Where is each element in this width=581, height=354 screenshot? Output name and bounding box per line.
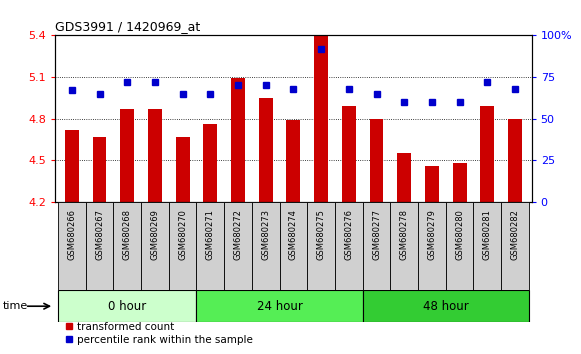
Bar bbox=[231, 78, 245, 202]
Bar bbox=[168, 202, 196, 290]
Text: GSM680266: GSM680266 bbox=[67, 209, 76, 260]
Bar bbox=[307, 202, 335, 290]
Bar bbox=[480, 106, 494, 202]
Bar bbox=[58, 202, 85, 290]
Bar bbox=[85, 202, 113, 290]
Bar bbox=[446, 202, 474, 290]
Bar bbox=[390, 202, 418, 290]
Bar bbox=[196, 290, 363, 322]
Text: GSM680279: GSM680279 bbox=[428, 209, 436, 260]
Bar bbox=[175, 137, 189, 202]
Text: 24 hour: 24 hour bbox=[257, 300, 303, 313]
Text: GSM680267: GSM680267 bbox=[95, 209, 104, 260]
Legend: transformed count, percentile rank within the sample: transformed count, percentile rank withi… bbox=[60, 317, 257, 349]
Text: GSM680269: GSM680269 bbox=[150, 209, 159, 260]
Bar bbox=[203, 124, 217, 202]
Bar bbox=[508, 119, 522, 202]
Text: GSM680281: GSM680281 bbox=[483, 209, 492, 260]
Bar bbox=[252, 202, 279, 290]
Text: GSM680273: GSM680273 bbox=[261, 209, 270, 260]
Bar bbox=[425, 166, 439, 202]
Bar bbox=[113, 202, 141, 290]
Text: GSM680276: GSM680276 bbox=[345, 209, 353, 260]
Text: time: time bbox=[3, 301, 28, 311]
Bar bbox=[335, 202, 363, 290]
Text: GDS3991 / 1420969_at: GDS3991 / 1420969_at bbox=[55, 20, 200, 33]
Bar bbox=[501, 202, 529, 290]
Bar bbox=[279, 202, 307, 290]
Text: GSM680268: GSM680268 bbox=[123, 209, 132, 260]
Text: GSM680278: GSM680278 bbox=[400, 209, 408, 260]
Bar bbox=[363, 290, 529, 322]
Text: GSM680272: GSM680272 bbox=[234, 209, 242, 260]
Bar bbox=[148, 109, 162, 202]
Bar bbox=[397, 153, 411, 202]
Bar bbox=[120, 109, 134, 202]
Bar bbox=[92, 137, 106, 202]
Bar bbox=[286, 120, 300, 202]
Bar bbox=[196, 202, 224, 290]
Bar bbox=[224, 202, 252, 290]
Bar bbox=[453, 163, 467, 202]
Text: GSM680282: GSM680282 bbox=[511, 209, 519, 260]
Bar bbox=[65, 130, 79, 202]
Text: 0 hour: 0 hour bbox=[108, 300, 146, 313]
Bar bbox=[370, 119, 383, 202]
Text: GSM680274: GSM680274 bbox=[289, 209, 298, 260]
Text: GSM680277: GSM680277 bbox=[372, 209, 381, 260]
Text: 48 hour: 48 hour bbox=[423, 300, 469, 313]
Text: GSM680270: GSM680270 bbox=[178, 209, 187, 260]
Text: GSM680271: GSM680271 bbox=[206, 209, 215, 260]
Bar bbox=[259, 98, 272, 202]
Bar bbox=[314, 35, 328, 202]
Bar bbox=[474, 202, 501, 290]
Bar bbox=[58, 290, 196, 322]
Bar bbox=[363, 202, 390, 290]
Text: GSM680280: GSM680280 bbox=[455, 209, 464, 260]
Text: GSM680275: GSM680275 bbox=[317, 209, 325, 260]
Bar bbox=[342, 106, 356, 202]
Bar bbox=[141, 202, 168, 290]
Bar bbox=[418, 202, 446, 290]
